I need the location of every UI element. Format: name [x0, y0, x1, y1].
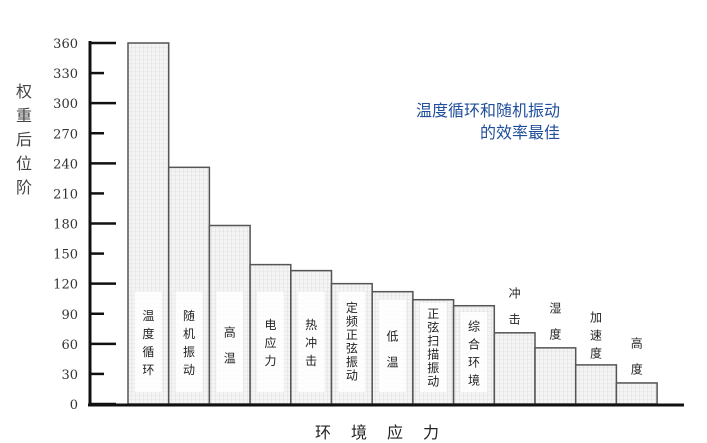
y-tick-label: 60: [61, 338, 78, 353]
y-tick-label: 270: [53, 127, 78, 142]
annotation-line: 温度循环和随机振动: [415, 101, 560, 120]
y-tick-label: 120: [53, 278, 78, 293]
bar-label: 随机振动: [183, 308, 195, 377]
x-axis-label: 环境应力: [315, 423, 460, 442]
annotation-line: 的效率最佳: [479, 123, 560, 142]
y-tick-label: 30: [61, 368, 78, 383]
bar-label-box: [175, 291, 203, 392]
annotation: 温度循环和随机振动 的效率最佳: [360, 100, 560, 144]
bar-label: 低温: [387, 330, 399, 370]
y-tick-label: 240: [53, 157, 78, 172]
y-tick-label: 300: [53, 97, 78, 112]
bar-label-box: [460, 312, 488, 392]
bar-label: 冲击: [509, 286, 521, 327]
bar-label-box: [216, 291, 244, 392]
bar-label: 加速度: [590, 310, 602, 360]
y-tick-label: 0: [70, 398, 78, 413]
bar-label-box: [379, 299, 406, 392]
bar-label-box: [338, 291, 366, 392]
y-tick-label: 330: [53, 67, 78, 82]
bar: [615, 382, 658, 405]
bar-label: 正弦扫描振动: [427, 307, 439, 389]
bar-label-box: [297, 291, 325, 392]
bar-label: 高温: [224, 325, 236, 366]
y-tick-label: 360: [53, 37, 78, 52]
bar: [574, 364, 618, 405]
bar-label: 热冲击: [305, 318, 317, 368]
bar-label: 高度: [631, 336, 643, 377]
y-tick-label: 150: [53, 248, 78, 263]
bar: [534, 347, 577, 405]
bar-label: 电应力: [264, 318, 276, 368]
bar-label: 湿度: [549, 301, 561, 342]
y-tick-label: 180: [53, 218, 78, 233]
bar-label-box: [135, 291, 162, 392]
bar-label: 综合环境: [468, 319, 480, 387]
bar-label: 定频正弦振动: [346, 300, 358, 383]
bar-label: 温度循环: [142, 309, 154, 377]
y-axis-label: 权重后位阶: [15, 82, 32, 197]
bar: [493, 332, 536, 405]
y-tick-label: 90: [61, 308, 78, 323]
bar-label-box: [257, 291, 284, 392]
bar-label-box: [419, 303, 447, 392]
y-tick-label: 210: [53, 187, 78, 202]
